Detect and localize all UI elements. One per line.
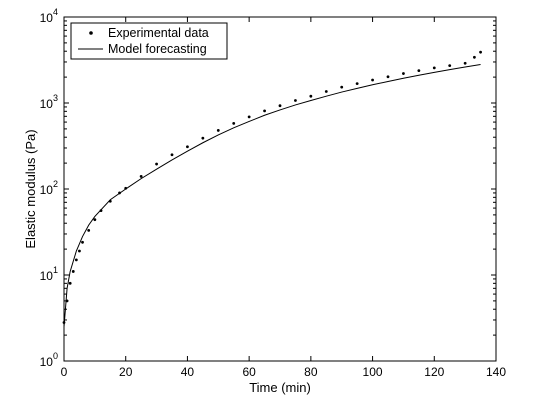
- data-point-experimental: [479, 50, 482, 54]
- legend-label-model: Model forecasting: [108, 42, 207, 56]
- data-point-experimental: [278, 104, 282, 108]
- data-point-experimental: [232, 121, 236, 125]
- x-tick-label: 60: [242, 365, 256, 379]
- series-layer: [62, 50, 482, 327]
- y-tick-label-base: 10: [40, 11, 54, 25]
- data-point-experimental: [371, 78, 374, 82]
- data-point-experimental: [186, 145, 189, 149]
- data-point-experimental: [170, 153, 174, 157]
- data-point-experimental: [247, 115, 251, 119]
- x-axis-title: Time (min): [249, 380, 311, 395]
- data-point-experimental: [263, 109, 266, 113]
- data-point-experimental: [68, 281, 72, 285]
- data-point-experimental: [417, 69, 421, 73]
- legend-box: [70, 22, 228, 60]
- series-line-model-forecasting: [63, 64, 481, 327]
- x-tick-label: 120: [424, 365, 444, 379]
- axis-ticks: [63, 16, 497, 362]
- data-point-experimental: [386, 75, 390, 79]
- data-point-experimental: [309, 94, 313, 98]
- y-tick-label-exponent: 3: [53, 93, 58, 103]
- legend-label-experimental: Experimental data: [108, 26, 209, 40]
- y-tick-label: 103: [40, 93, 58, 111]
- data-point-experimental: [294, 99, 297, 102]
- legend-marker-experimental: [89, 31, 93, 35]
- data-point-experimental: [81, 240, 84, 244]
- x-tick-label: 40: [181, 365, 195, 379]
- data-point-experimental: [87, 229, 91, 232]
- data-point-experimental: [473, 55, 476, 59]
- y-tick-label-exponent: 2: [53, 179, 58, 189]
- data-point-experimental: [78, 249, 81, 253]
- x-tick-label: 0: [61, 365, 68, 379]
- y-tick-label-exponent: 4: [53, 7, 58, 17]
- y-tick-label: 100: [40, 351, 58, 369]
- y-tick-label-exponent: 0: [53, 351, 58, 361]
- x-tick-label: 140: [486, 365, 506, 379]
- x-tick-label: 100: [363, 365, 383, 379]
- y-tick-label-base: 10: [40, 269, 54, 283]
- data-point-experimental: [93, 218, 97, 222]
- data-point-experimental: [340, 85, 344, 89]
- y-tick-label-base: 10: [40, 355, 54, 369]
- y-tick-label-exponent: 1: [53, 265, 58, 275]
- plot-frame: [63, 16, 497, 362]
- data-point-experimental: [71, 270, 75, 273]
- data-point-experimental: [448, 64, 452, 68]
- y-tick-label: 101: [40, 265, 58, 283]
- legend: Experimental data Model forecasting: [70, 22, 228, 60]
- data-point-experimental: [216, 129, 220, 132]
- data-point-experimental: [355, 82, 359, 86]
- x-tick-label: 20: [119, 365, 133, 379]
- x-tick-label: 80: [304, 365, 318, 379]
- y-tick-label-base: 10: [40, 97, 54, 111]
- y-tick-label: 102: [40, 179, 58, 197]
- data-point-experimental: [201, 136, 205, 140]
- y-axis-title: Elastic modulus (Pa): [23, 129, 38, 248]
- data-point-experimental: [324, 90, 328, 93]
- data-point-experimental: [74, 258, 78, 262]
- data-point-experimental: [139, 175, 143, 178]
- data-point-experimental: [432, 66, 436, 70]
- data-point-experimental: [463, 61, 467, 65]
- y-tick-label-base: 10: [40, 183, 54, 197]
- data-point-experimental: [155, 162, 158, 166]
- y-tick-label: 104: [40, 7, 58, 25]
- data-point-experimental: [402, 72, 405, 75]
